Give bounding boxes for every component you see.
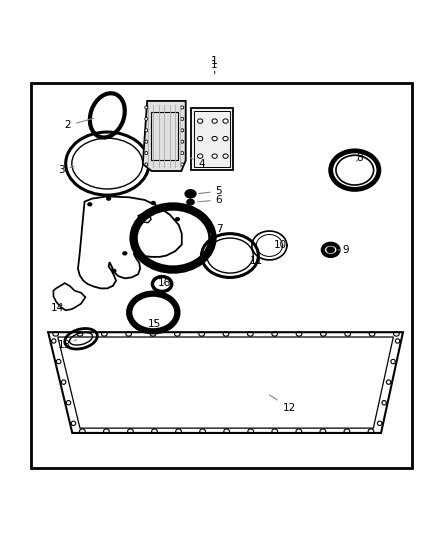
Ellipse shape	[181, 129, 184, 132]
Text: 13: 13	[58, 340, 77, 350]
Ellipse shape	[212, 136, 217, 141]
Ellipse shape	[145, 106, 148, 109]
Ellipse shape	[175, 217, 180, 221]
Ellipse shape	[145, 151, 148, 155]
Text: 5: 5	[199, 186, 223, 196]
Text: 4: 4	[191, 158, 205, 168]
Text: 6: 6	[198, 195, 223, 205]
Ellipse shape	[223, 136, 228, 141]
Text: 8: 8	[356, 153, 363, 163]
Ellipse shape	[145, 117, 148, 120]
Ellipse shape	[212, 154, 217, 158]
Text: 7: 7	[210, 224, 223, 235]
Ellipse shape	[181, 163, 184, 166]
Ellipse shape	[223, 119, 228, 123]
Polygon shape	[143, 101, 186, 171]
Text: 9: 9	[338, 245, 350, 255]
Ellipse shape	[181, 151, 184, 155]
Text: 10: 10	[274, 240, 287, 251]
Text: 2: 2	[64, 118, 94, 131]
Bar	[31, 83, 412, 468]
Ellipse shape	[151, 201, 156, 205]
Text: 15: 15	[148, 319, 161, 329]
Text: 3: 3	[58, 165, 74, 175]
Text: 1: 1	[211, 56, 218, 74]
Ellipse shape	[106, 197, 111, 201]
Text: 12: 12	[269, 395, 296, 413]
Ellipse shape	[181, 106, 184, 109]
Ellipse shape	[186, 199, 195, 206]
Ellipse shape	[145, 129, 148, 132]
Ellipse shape	[223, 154, 228, 158]
Bar	[151, 112, 178, 160]
Ellipse shape	[326, 246, 335, 253]
Ellipse shape	[198, 154, 203, 158]
Ellipse shape	[145, 163, 148, 166]
Ellipse shape	[122, 251, 127, 255]
Bar	[194, 111, 230, 167]
Text: 14: 14	[50, 303, 64, 313]
Ellipse shape	[111, 269, 117, 273]
Ellipse shape	[198, 136, 203, 141]
Ellipse shape	[181, 140, 184, 143]
Text: 11: 11	[250, 256, 263, 266]
Ellipse shape	[181, 117, 184, 120]
Bar	[191, 108, 233, 170]
Ellipse shape	[212, 119, 217, 123]
Ellipse shape	[184, 189, 197, 199]
Ellipse shape	[145, 140, 148, 143]
Ellipse shape	[198, 119, 203, 123]
Text: 16: 16	[158, 278, 171, 288]
Text: 1: 1	[211, 60, 218, 74]
Ellipse shape	[87, 202, 92, 206]
